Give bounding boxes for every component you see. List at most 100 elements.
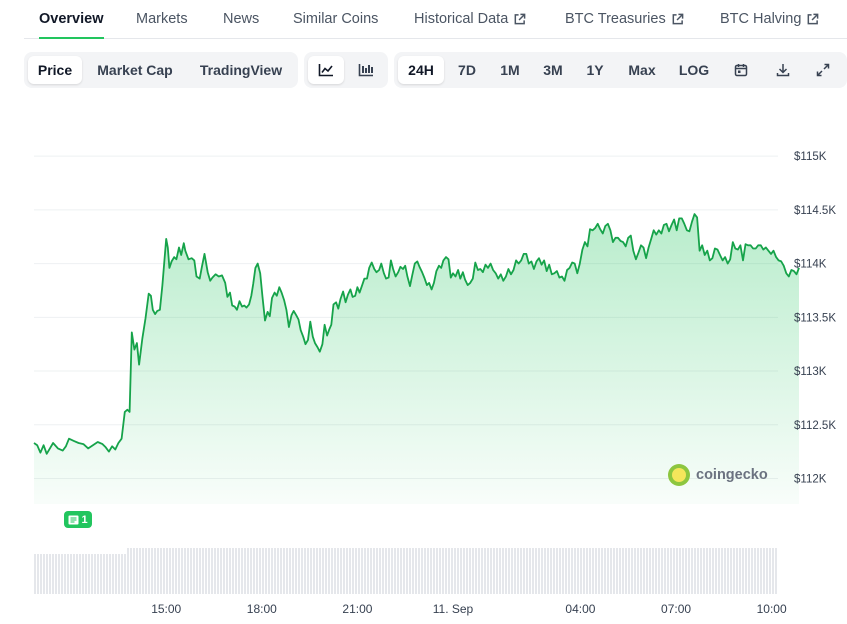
volume-bar xyxy=(73,554,75,594)
volume-bar xyxy=(133,548,135,594)
market-cap-button[interactable]: Market Cap xyxy=(97,62,173,78)
price-button[interactable]: Price xyxy=(28,56,82,84)
volume-bar xyxy=(754,548,756,594)
volume-bar xyxy=(172,548,174,594)
x-tick-label: 15:00 xyxy=(151,602,181,616)
tab-news[interactable]: News xyxy=(223,0,259,38)
volume-bar xyxy=(496,548,498,594)
volume-bar xyxy=(583,548,585,594)
range-7d-button[interactable]: 7D xyxy=(458,62,476,78)
volume-bar xyxy=(613,548,615,594)
volume-bar xyxy=(262,548,264,594)
volume-bar xyxy=(589,548,591,594)
volume-bar xyxy=(445,548,447,594)
volume-bar xyxy=(715,548,717,594)
volume-bar xyxy=(109,554,111,594)
volume-bar xyxy=(478,548,480,594)
volume-bar xyxy=(427,548,429,594)
volume-bar xyxy=(673,548,675,594)
tab-overview[interactable]: Overview xyxy=(39,0,104,39)
volume-bar xyxy=(433,548,435,594)
fullscreen-button[interactable] xyxy=(808,56,838,84)
volume-bar xyxy=(712,548,714,594)
volume-bar xyxy=(157,548,159,594)
volume-bar xyxy=(670,548,672,594)
volume-bar xyxy=(508,548,510,594)
calendar-button[interactable] xyxy=(726,56,756,84)
volume-bar xyxy=(184,548,186,594)
tab-historical-data[interactable]: Historical Data xyxy=(414,0,526,38)
volume-bar xyxy=(328,548,330,594)
volume-bar xyxy=(250,548,252,594)
news-icon xyxy=(68,515,79,524)
range-3m-button[interactable]: 3M xyxy=(543,62,563,78)
volume-bar xyxy=(505,548,507,594)
x-tick-label: 10:00 xyxy=(757,602,787,616)
volume-bar xyxy=(43,554,45,594)
range-max-button[interactable]: Max xyxy=(628,62,656,78)
range-24h-button[interactable]: 24H xyxy=(398,56,444,84)
tab-markets[interactable]: Markets xyxy=(136,0,188,38)
volume-bar xyxy=(223,548,225,594)
x-tick-label: 04:00 xyxy=(565,602,595,616)
download-button[interactable] xyxy=(768,56,798,84)
volume-bar xyxy=(541,548,543,594)
volume-bar xyxy=(706,548,708,594)
volume-bar xyxy=(367,548,369,594)
range-1m-button[interactable]: 1M xyxy=(500,62,520,78)
volume-bar xyxy=(616,548,618,594)
volume-bar xyxy=(112,554,114,594)
volume-bar xyxy=(325,548,327,594)
tab-btc-halving[interactable]: BTC Halving xyxy=(720,0,819,38)
volume-bar xyxy=(127,548,129,594)
volume-bar xyxy=(610,548,612,594)
volume-bar xyxy=(661,548,663,594)
volume-bar xyxy=(502,548,504,594)
candlestick-chart-button[interactable] xyxy=(348,56,384,84)
volume-bar xyxy=(748,548,750,594)
volume-bar xyxy=(520,548,522,594)
volume-bar xyxy=(580,548,582,594)
volume-bar xyxy=(679,548,681,594)
volume-bar xyxy=(238,548,240,594)
y-tick-label: $113.5K xyxy=(794,312,836,324)
volume-bar xyxy=(628,548,630,594)
volume-bar xyxy=(355,548,357,594)
volume-bar xyxy=(607,548,609,594)
tab-historical-data-label: Historical Data xyxy=(414,11,509,27)
volume-bar xyxy=(76,554,78,594)
volume-bar xyxy=(415,548,417,594)
log-scale-button[interactable]: LOG xyxy=(678,62,710,78)
volume-bar xyxy=(91,554,93,594)
volume-bar xyxy=(514,548,516,594)
volume-bar xyxy=(232,548,234,594)
volume-bars xyxy=(34,548,777,594)
volume-bar xyxy=(448,548,450,594)
volume-bar xyxy=(100,554,102,594)
tab-similar-coins[interactable]: Similar Coins xyxy=(293,0,378,38)
volume-bar xyxy=(46,554,48,594)
volume-bar xyxy=(574,548,576,594)
range-1y-button[interactable]: 1Y xyxy=(586,62,604,78)
volume-bar xyxy=(571,548,573,594)
volume-bar xyxy=(358,548,360,594)
download-icon xyxy=(776,64,790,77)
line-chart-button[interactable] xyxy=(308,56,344,84)
volume-bar xyxy=(451,548,453,594)
volume-bar xyxy=(352,548,354,594)
volume-bar xyxy=(283,548,285,594)
volume-bar xyxy=(313,548,315,594)
volume-bar xyxy=(430,548,432,594)
volume-bar xyxy=(421,548,423,594)
volume-bar xyxy=(337,548,339,594)
volume-bar xyxy=(103,554,105,594)
volume-bar xyxy=(733,548,735,594)
tradingview-button[interactable]: TradingView xyxy=(199,62,283,78)
volume-bar xyxy=(370,548,372,594)
tab-btc-treasuries[interactable]: BTC Treasuries xyxy=(565,0,684,38)
volume-bar xyxy=(535,548,537,594)
volume-bar xyxy=(322,548,324,594)
price-area xyxy=(34,214,799,504)
event-badge[interactable]: 1 xyxy=(64,511,92,528)
